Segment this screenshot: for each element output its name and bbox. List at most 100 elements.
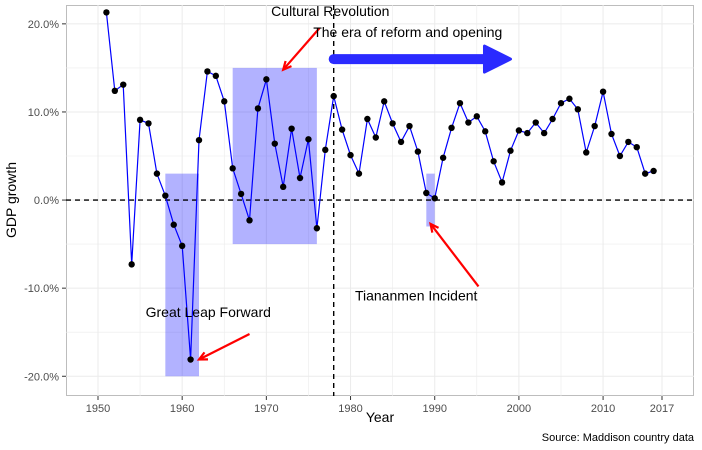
annotation-arrowhead bbox=[196, 351, 209, 361]
x-axis-ticks: 1950 1960 1970 1980 1990 2000 2010 2017 bbox=[86, 396, 674, 415]
data-point bbox=[229, 165, 236, 172]
data-point bbox=[178, 242, 186, 250]
series-group bbox=[103, 9, 657, 363]
data-point bbox=[448, 124, 455, 132]
data-point bbox=[633, 143, 640, 151]
data-point bbox=[431, 195, 438, 202]
y-axis-title: GDP growth bbox=[3, 162, 19, 238]
x-tick-label: 2017 bbox=[650, 403, 674, 415]
data-point bbox=[406, 122, 413, 130]
data-point bbox=[212, 72, 220, 80]
annotation-arrow bbox=[429, 223, 480, 288]
data-point bbox=[237, 190, 245, 198]
data-point bbox=[246, 217, 253, 224]
annotations: Cultural Revolution The era of reform and… bbox=[146, 3, 503, 320]
data-point bbox=[465, 119, 472, 126]
data-point bbox=[456, 99, 464, 107]
data-point bbox=[641, 170, 649, 177]
data-point bbox=[625, 138, 632, 146]
x-tick-label: 1950 bbox=[86, 403, 110, 415]
x-tick-label: 1970 bbox=[254, 403, 278, 415]
data-point bbox=[221, 98, 228, 105]
data-point bbox=[330, 92, 337, 100]
shaded-period bbox=[232, 67, 317, 245]
data-point bbox=[136, 116, 144, 124]
annotation-arrowhead bbox=[281, 60, 292, 72]
annotation-label: Tiananmen Incident bbox=[355, 287, 478, 303]
x-tick-label: 2010 bbox=[591, 403, 615, 415]
annotation-arrow bbox=[198, 332, 251, 361]
data-point bbox=[557, 99, 565, 107]
reference-lines bbox=[66, 5, 694, 396]
data-point bbox=[650, 167, 657, 175]
data-point bbox=[305, 136, 312, 143]
data-point bbox=[389, 120, 396, 127]
data-point bbox=[263, 76, 270, 83]
data-point bbox=[322, 146, 329, 154]
data-point bbox=[524, 129, 531, 137]
data-point bbox=[120, 81, 127, 88]
data-point bbox=[187, 356, 194, 363]
x-axis-title: Year bbox=[366, 409, 395, 425]
data-point bbox=[591, 122, 598, 130]
source-caption: Source: Maddison country data bbox=[542, 432, 695, 444]
data-point bbox=[540, 129, 548, 137]
annotation-label: The era of reform and opening bbox=[313, 24, 502, 40]
x-tick-label: 1960 bbox=[170, 403, 194, 415]
y-axis-ticks: -20.0% -10.0% 0.0% 10.0% 20.0% bbox=[24, 19, 66, 383]
data-point bbox=[423, 189, 430, 197]
data-point bbox=[599, 88, 607, 95]
grid-lines bbox=[66, 5, 694, 396]
data-point bbox=[414, 148, 422, 155]
data-point bbox=[372, 134, 379, 141]
data-point bbox=[566, 95, 573, 102]
data-point bbox=[616, 152, 624, 160]
x-tick-label: 1990 bbox=[422, 403, 446, 415]
annotation-arrow bbox=[282, 27, 321, 71]
annotation-label: Great Leap Forward bbox=[146, 304, 271, 320]
annotation-arrows bbox=[196, 27, 512, 361]
data-point bbox=[170, 221, 177, 228]
data-point bbox=[583, 149, 590, 156]
data-point bbox=[162, 192, 169, 199]
data-point bbox=[498, 179, 506, 186]
y-tick-label: 10.0% bbox=[28, 107, 59, 119]
data-point bbox=[439, 154, 447, 161]
y-tick-label: -10.0% bbox=[24, 283, 59, 295]
annotation-label: Cultural Revolution bbox=[271, 3, 389, 19]
reform-era-arrowhead bbox=[482, 44, 512, 74]
annotation-arrowhead bbox=[428, 221, 440, 233]
data-point bbox=[103, 9, 110, 16]
data-point bbox=[195, 136, 203, 144]
data-point bbox=[313, 225, 321, 232]
data-point bbox=[271, 140, 278, 147]
data-point bbox=[204, 68, 211, 75]
data-point bbox=[482, 128, 489, 135]
data-point bbox=[515, 127, 523, 134]
data-point bbox=[364, 115, 371, 123]
y-tick-label: 0.0% bbox=[34, 195, 59, 207]
data-point bbox=[279, 183, 287, 191]
data-point bbox=[507, 147, 514, 154]
data-point bbox=[490, 158, 497, 165]
x-tick-label: 1980 bbox=[338, 403, 362, 415]
data-point bbox=[145, 120, 152, 127]
data-point bbox=[111, 87, 119, 95]
data-point bbox=[397, 138, 405, 146]
data-point bbox=[288, 125, 295, 132]
x-tick-label: 2000 bbox=[507, 403, 531, 415]
data-point bbox=[153, 170, 161, 177]
data-point bbox=[128, 261, 135, 268]
y-tick-label: -20.0% bbox=[24, 371, 59, 383]
data-point bbox=[532, 119, 539, 126]
data-point bbox=[574, 106, 582, 113]
data-point bbox=[296, 174, 304, 182]
y-tick-label: 20.0% bbox=[28, 19, 59, 31]
data-point bbox=[254, 105, 262, 112]
data-point bbox=[338, 126, 346, 133]
data-point bbox=[549, 115, 556, 123]
data-point bbox=[608, 130, 615, 138]
data-point bbox=[381, 98, 388, 105]
data-point bbox=[473, 113, 481, 120]
